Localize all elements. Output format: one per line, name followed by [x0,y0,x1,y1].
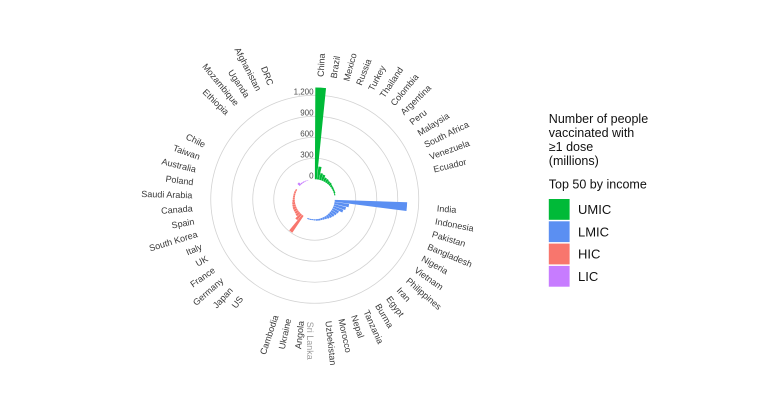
svg-text:vaccinated with: vaccinated with [549,126,635,140]
svg-text:Poland: Poland [165,174,194,188]
svg-text:Uzbekistan: Uzbekistan [323,320,338,365]
svg-text:Angola: Angola [293,320,306,349]
svg-text:(millions): (millions) [549,154,599,168]
svg-text:0: 0 [309,171,314,180]
svg-text:China: China [316,53,327,77]
svg-text:India: India [437,203,457,215]
svg-text:600: 600 [300,129,314,138]
svg-text:Sri Lanka: Sri Lanka [305,322,315,360]
svg-text:LMIC: LMIC [578,224,609,239]
svg-text:≥1 dose: ≥1 dose [549,140,593,154]
svg-text:HIC: HIC [578,247,600,262]
svg-text:LIC: LIC [578,269,598,284]
svg-text:900: 900 [300,108,314,117]
svg-text:UMIC: UMIC [578,202,611,217]
svg-text:Top 50 by income: Top 50 by income [549,178,647,192]
svg-text:Saudi Arabia: Saudi Arabia [141,189,192,200]
svg-text:Number of people: Number of people [549,112,648,126]
svg-text:Spain: Spain [171,216,195,230]
svg-text:300: 300 [300,150,314,159]
svg-text:Brazil: Brazil [329,55,342,79]
svg-text:1,200: 1,200 [294,87,315,96]
svg-text:Canada: Canada [161,203,193,215]
